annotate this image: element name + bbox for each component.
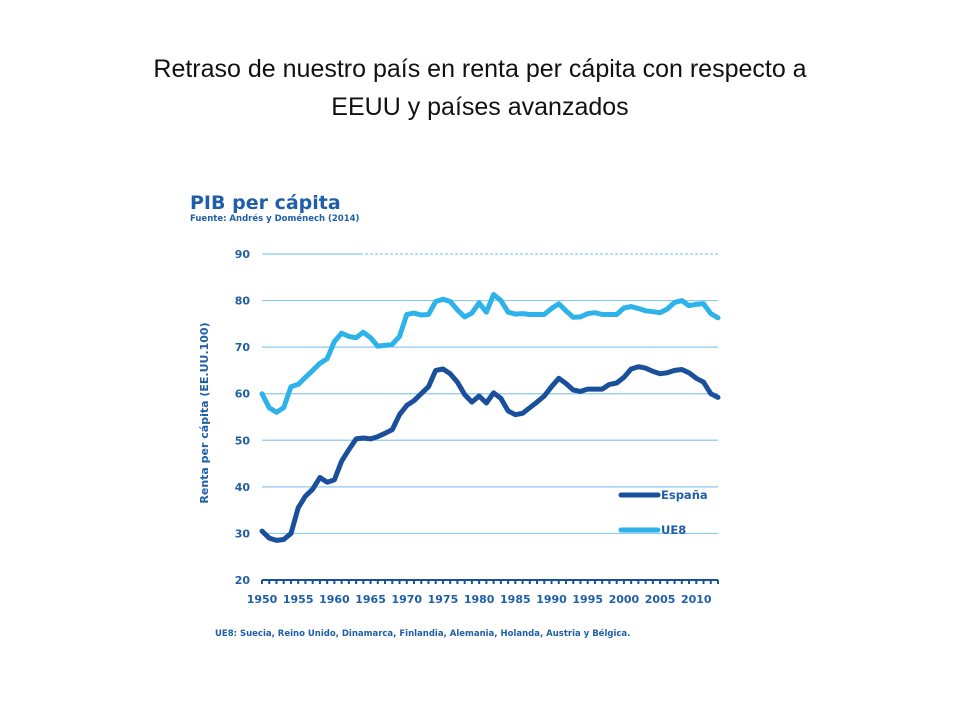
x-tick-label: 1970 bbox=[391, 593, 422, 606]
legend: España UE8 bbox=[618, 488, 708, 537]
x-axis bbox=[261, 579, 719, 584]
y-axis-ticks: 20 30 40 50 60 70 80 90 bbox=[235, 248, 251, 587]
x-tick-label: 1980 bbox=[464, 593, 495, 606]
x-tick-label: 1995 bbox=[572, 593, 603, 606]
x-tick-label: 1960 bbox=[319, 593, 350, 606]
y-tick-label: 50 bbox=[235, 434, 251, 447]
y-tick-label: 20 bbox=[235, 574, 251, 587]
y-tick-label: 30 bbox=[235, 527, 251, 540]
slide-title: Retraso de nuestro país en renta per cáp… bbox=[0, 50, 960, 126]
slide-title-line-1: Retraso de nuestro país en renta per cáp… bbox=[153, 55, 807, 83]
chart-title: PIB per cápita bbox=[190, 192, 341, 214]
gridlines bbox=[262, 253, 718, 535]
y-tick-label: 90 bbox=[235, 248, 251, 261]
x-tick-label: 1985 bbox=[500, 593, 531, 606]
x-tick-label: 1950 bbox=[247, 593, 278, 606]
x-tick-label: 1975 bbox=[428, 593, 459, 606]
x-tick-label: 2005 bbox=[645, 593, 676, 606]
series-line-2 bbox=[259, 292, 721, 415]
chart-subtitle: Fuente: Andrés y Doménech (2014) bbox=[190, 213, 360, 224]
x-tick-label: 1965 bbox=[355, 593, 386, 606]
x-tick-label: 2010 bbox=[681, 593, 712, 606]
chart-footnote: UE8: Suecia, Reino Unido, Dinamarca, Fin… bbox=[215, 628, 630, 639]
y-tick-label: 70 bbox=[235, 341, 251, 354]
slide-title-line-2: EEUU y países avanzados bbox=[331, 93, 629, 121]
x-tick-label: 2000 bbox=[609, 593, 640, 606]
x-tick-label: 1955 bbox=[283, 593, 314, 606]
series-line-1 bbox=[259, 364, 721, 543]
y-tick-label: 80 bbox=[235, 295, 251, 308]
x-axis-ticks: 1950 1955 1960 1965 1970 1975 1980 1985 1990 1995… bbox=[247, 593, 712, 606]
legend-label: UE8 bbox=[661, 523, 686, 537]
y-tick-label: 60 bbox=[235, 388, 251, 401]
y-axis-label: Renta per cápita (EE.UU.100) bbox=[198, 322, 211, 503]
legend-label: España bbox=[661, 488, 708, 502]
x-tick-label: 1990 bbox=[536, 593, 567, 606]
y-tick-label: 40 bbox=[235, 481, 251, 494]
series-lines bbox=[259, 292, 721, 543]
